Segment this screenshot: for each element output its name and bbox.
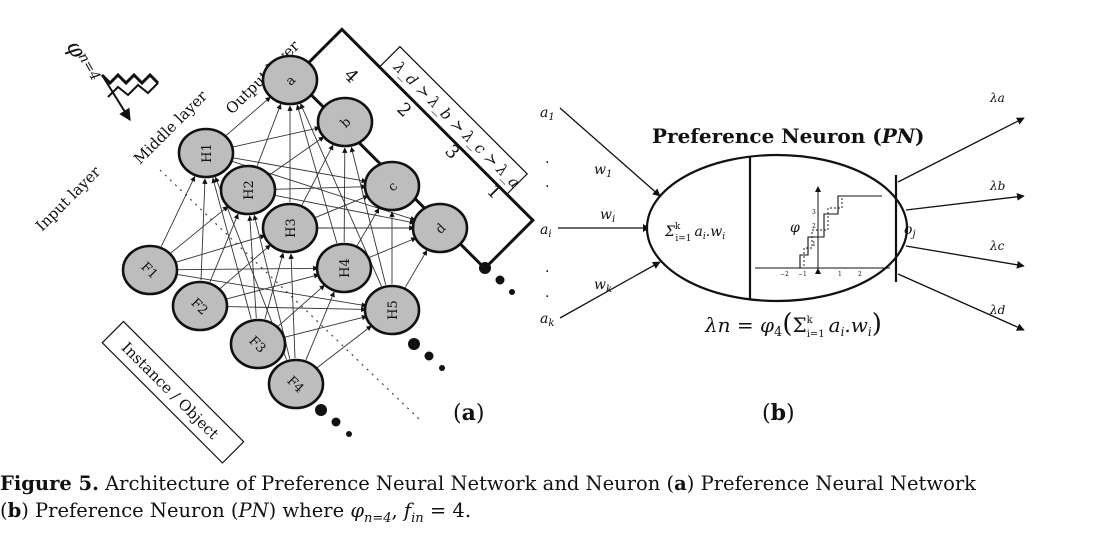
weight-wk: wk bbox=[594, 277, 612, 295]
output-arrow-c bbox=[905, 245, 1025, 269]
input-ai: ai bbox=[540, 222, 552, 240]
hidden-node-h3-label: H3 bbox=[284, 218, 299, 238]
input-node-f2: F2 bbox=[171, 280, 229, 332]
edge-input-0-hidden-0 bbox=[160, 175, 196, 247]
edge-hidden-1-output-1 bbox=[269, 136, 325, 176]
panel-b: Preference Neuron (PN) a1 ai ak w1 wi wk… bbox=[540, 91, 1025, 426]
edge-hidden-0-output-2 bbox=[231, 157, 367, 184]
svg-text:−2: −2 bbox=[780, 271, 789, 278]
panel-a-label: (a) bbox=[453, 400, 484, 426]
input-node-f3: F3 bbox=[229, 318, 287, 370]
svg-text:2: 2 bbox=[858, 271, 862, 278]
instance-object-box: Instance / Object bbox=[101, 320, 245, 464]
neuron-formula: λn = φ4(Σk i=1 ai.wi) bbox=[704, 309, 882, 340]
svg-text:Instance / Object: Instance / Object bbox=[118, 338, 222, 442]
rank-number-3: 3 bbox=[440, 141, 463, 164]
svg-text:.: . bbox=[545, 285, 549, 301]
svg-text:2: 2 bbox=[812, 223, 816, 230]
rank-number-2: 2 bbox=[392, 99, 415, 122]
rank-number-4: 4 bbox=[339, 65, 362, 88]
svg-text:n=4: n=4 bbox=[75, 50, 104, 84]
output-lambda-c: λc bbox=[989, 239, 1005, 253]
svg-text:1: 1 bbox=[812, 241, 816, 248]
svg-text:.: . bbox=[545, 260, 549, 276]
output-arrow-d bbox=[897, 273, 1025, 331]
hidden-node-h1: H1 bbox=[177, 127, 235, 179]
hidden-node-h4-label: H4 bbox=[338, 258, 353, 278]
weight-w1: w1 bbox=[594, 162, 612, 180]
input-layer-label: Input layer bbox=[32, 162, 105, 235]
svg-text:.: . bbox=[545, 151, 549, 167]
edge-hidden-4-output-3 bbox=[404, 249, 428, 288]
edge-input-3-hidden-3 bbox=[305, 291, 335, 361]
phi-step-icon: φ n=4 bbox=[61, 37, 160, 122]
input-node-f1: F1 bbox=[121, 244, 179, 296]
svg-text:.: . bbox=[545, 175, 549, 191]
rank-number-1: 1 bbox=[482, 181, 505, 204]
edge-input-1-hidden-2 bbox=[219, 244, 271, 290]
network-edges bbox=[160, 96, 428, 369]
edge-hidden-1-output-2 bbox=[273, 184, 367, 190]
output-lambda-a: λa bbox=[989, 91, 1005, 105]
hidden-node-h3: H3 bbox=[261, 202, 319, 254]
edge-input-2-hidden-0 bbox=[211, 177, 252, 320]
edge-input-0-hidden-1 bbox=[169, 206, 229, 254]
neuron-body bbox=[645, 153, 909, 303]
edge-hidden-0-output-0 bbox=[225, 96, 271, 137]
edge-input-1-hidden-4 bbox=[225, 306, 367, 313]
sum-expression: Σk i=1 ai.wi bbox=[664, 222, 725, 244]
svg-text:−1: −1 bbox=[798, 271, 807, 278]
output-oj: oj bbox=[904, 222, 916, 240]
svg-text:1: 1 bbox=[838, 271, 842, 278]
caption-label: Figure 5. bbox=[0, 472, 99, 495]
edge-input-2-hidden-3 bbox=[277, 284, 325, 328]
edge-input-3-hidden-2 bbox=[288, 253, 296, 359]
edge-input-2-hidden-2 bbox=[264, 252, 285, 320]
panel-b-label: (b) bbox=[762, 400, 795, 426]
input-arrow-1 bbox=[559, 107, 661, 197]
edge-hidden-4-output-1 bbox=[349, 146, 387, 285]
output-node-a: a bbox=[261, 54, 319, 106]
figure-caption: Figure 5. Architecture of Preference Neu… bbox=[0, 472, 976, 526]
output-arrow-a bbox=[897, 117, 1025, 183]
ellipsis-dots bbox=[315, 262, 515, 437]
hidden-node-h5-label: H5 bbox=[386, 300, 401, 320]
input-a1: a1 bbox=[540, 105, 555, 123]
edge-input-2-hidden-1 bbox=[247, 215, 257, 319]
output-node-d: d bbox=[411, 202, 469, 254]
input-ak: ak bbox=[540, 311, 554, 329]
output-node-b: b bbox=[316, 96, 374, 148]
hidden-node-h4: H4 bbox=[315, 242, 373, 294]
hidden-node-h2-label: H2 bbox=[242, 180, 257, 200]
edge-input-0-hidden-4 bbox=[175, 273, 367, 308]
hidden-node-h5: H5 bbox=[363, 284, 421, 336]
output-lambda-d: λd bbox=[989, 303, 1006, 317]
svg-text:φ: φ bbox=[790, 220, 800, 236]
panel-a: φ n=4 Input layer Middle layer Output la… bbox=[32, 27, 535, 464]
weight-wi: wi bbox=[600, 207, 615, 225]
edge-hidden-1-output-0 bbox=[256, 103, 282, 166]
edge-hidden-3-output-0 bbox=[295, 104, 338, 244]
input-dots: . . . . bbox=[545, 151, 549, 301]
output-node-c: c bbox=[363, 160, 421, 212]
edge-input-2-hidden-4 bbox=[283, 314, 368, 339]
output-lambda-b: λb bbox=[989, 179, 1005, 193]
svg-text:3: 3 bbox=[812, 209, 816, 216]
edge-input-1-hidden-0 bbox=[200, 178, 208, 281]
input-arrow-k bbox=[559, 261, 661, 319]
edge-input-3-hidden-4 bbox=[316, 325, 372, 369]
step-function-plot: φ −2 −1 1 2 1 2 3 bbox=[755, 186, 890, 278]
hidden-node-h2: H2 bbox=[219, 164, 277, 216]
output-arrow-b bbox=[905, 192, 1025, 211]
preference-neuron-title: Preference Neuron (PN) bbox=[652, 124, 924, 148]
edge-hidden-3-output-1 bbox=[342, 147, 348, 243]
edge-input-1-hidden-1 bbox=[209, 213, 239, 283]
input-node-f4: F4 bbox=[267, 358, 325, 410]
hidden-node-h1-label: H1 bbox=[200, 143, 215, 163]
edge-input-0-hidden-3 bbox=[175, 265, 319, 272]
edge-input-0-hidden-2 bbox=[174, 234, 266, 263]
edge-hidden-2-output-2 bbox=[313, 195, 369, 219]
